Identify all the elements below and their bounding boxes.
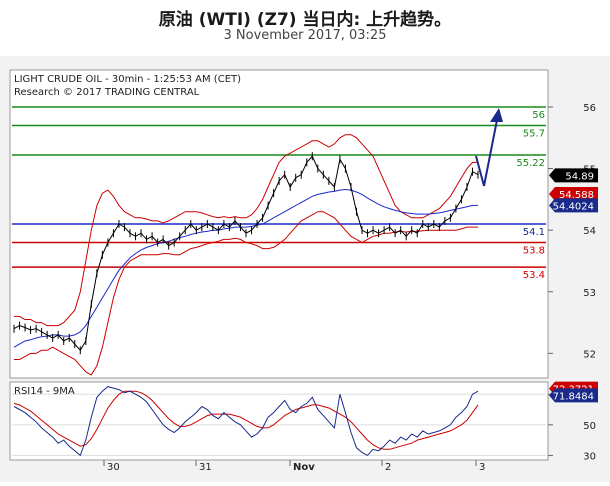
price-tag-label-3: 54.4024 <box>553 201 594 212</box>
rsi-tag-label-2: 71.8484 <box>553 391 594 402</box>
chart-header: 原油 (WTI) (Z7) 当日内: 上升趋势。 3 November 2017… <box>0 0 610 56</box>
chart-info-line1: LIGHT CRUDE OIL - 30min - 1:25:53 AM (CE… <box>14 74 241 85</box>
price-y-tick-label: 56 <box>583 103 596 114</box>
price-series <box>13 134 479 376</box>
chart-info-line2: Research © 2017 TRADING CENTRAL <box>14 87 200 98</box>
price-y-tick-label: 54 <box>583 226 596 237</box>
x-tick-label: Nov <box>293 462 315 473</box>
support-label-1: 53.8 <box>523 245 545 256</box>
resistance-label-2: 55.7 <box>523 128 545 139</box>
rsi-ma-line <box>13 390 479 450</box>
rsi-panel-frame <box>9 381 549 461</box>
x-axis: 30 31 Nov 2 3 <box>103 460 485 473</box>
rsi-y-tick-label: 30 <box>583 451 596 462</box>
x-tick-label: 30 <box>107 462 120 473</box>
resistance-label-3: 55.22 <box>516 158 545 169</box>
price-y-tick-label: 52 <box>583 349 596 360</box>
rsi-y-tick-label: 50 <box>583 421 596 432</box>
x-tick-label: 31 <box>199 462 212 473</box>
price-tag-2 <box>549 186 598 201</box>
price-tag-label-2: 54.588 <box>559 190 594 201</box>
price-tag-label-1: 54.89 <box>565 171 594 182</box>
rsi-tag-2 <box>549 388 598 403</box>
pivot-label: 54.1 <box>523 227 545 238</box>
support-label-2: 53.4 <box>523 270 545 281</box>
price-y-tick-label: 53 <box>583 288 596 299</box>
rsi-line <box>13 386 479 457</box>
chart-subtitle: 3 November 2017, 03:25 <box>223 28 387 43</box>
price-line <box>13 155 479 352</box>
x-tick-label: 3 <box>479 462 485 473</box>
price-levels: 56 55.7 55.22 54.1 53.8 53.4 <box>12 106 546 281</box>
chart-title: 原油 (WTI) (Z7) 当日内: 上升趋势。 <box>158 10 452 30</box>
moving-average-line <box>13 188 479 348</box>
rsi-label: RSI14 - 9MA <box>14 386 75 397</box>
rsi-axis: 70503072.372171.8484 <box>548 381 598 462</box>
resistance-label-1: 56 <box>532 110 545 121</box>
price-tag-1 <box>549 168 598 183</box>
x-tick-label: 2 <box>385 462 391 473</box>
forecast-arrow <box>475 108 503 187</box>
price-tag-3 <box>549 198 598 213</box>
rsi-series <box>12 386 546 457</box>
